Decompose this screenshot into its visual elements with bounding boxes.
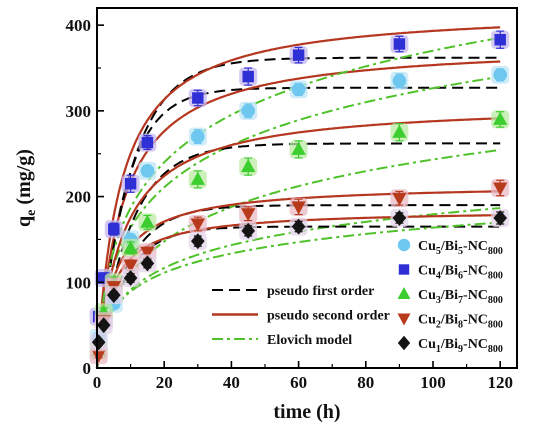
y-tick-label: 400 [66, 16, 92, 35]
legend-model-label: pseudo second order [267, 309, 390, 324]
data-point [392, 124, 407, 138]
legend-series-label: Cu1/Bi9-NC800 [418, 337, 503, 355]
y-tick-label: 200 [66, 188, 92, 207]
data-point [190, 218, 205, 232]
x-tick-label: 120 [487, 373, 513, 392]
data-point [140, 164, 155, 178]
data-point [291, 201, 306, 215]
legend-series-label: Cu2/Bi8-NC800 [418, 313, 503, 331]
data-point [140, 255, 155, 272]
data-point [291, 82, 306, 97]
data-point [123, 270, 138, 286]
x-tick-label: 0 [93, 373, 102, 392]
data-point [140, 246, 155, 260]
x-tick-label: 20 [156, 373, 173, 392]
data-point [494, 33, 506, 46]
data-point [91, 334, 106, 351]
legend-marker [397, 287, 411, 299]
data-point [190, 129, 205, 144]
data-point [493, 182, 508, 196]
data-point [292, 49, 305, 61]
data-point [291, 141, 306, 155]
data-point [123, 259, 138, 273]
data-point [124, 177, 137, 190]
legend-marker [397, 238, 411, 252]
y-tick-label: 0 [83, 359, 92, 378]
data-point [192, 92, 204, 104]
model-curve-solid [95, 60, 501, 369]
data-point [141, 136, 154, 149]
data-point [241, 222, 256, 239]
y-axis-title: qe (mg/g) [13, 149, 39, 227]
data-point [241, 104, 256, 118]
x-tick-label: 100 [420, 373, 446, 392]
data-point [241, 158, 256, 173]
data-point [91, 349, 106, 363]
data-point [190, 233, 205, 250]
legend-marker [398, 264, 410, 275]
legend-series-label: Cu4/Bi6-NC800 [418, 264, 503, 282]
model-curve-dashdot [96, 148, 501, 369]
data-markers [89, 30, 510, 365]
data-point [493, 68, 508, 82]
data-point [392, 74, 407, 88]
legend-model-label: pseudo first order [267, 284, 374, 299]
data-point [190, 171, 205, 185]
data-point [392, 210, 407, 226]
data-point [493, 210, 508, 226]
data-point [140, 214, 155, 228]
legend-marker [397, 313, 411, 326]
legend-series: Cu5/Bi5-NC800 Cu4/Bi6-NC800 Cu3/Bi7-NC800 C… [397, 238, 503, 355]
data-point [98, 272, 110, 284]
model-curve-solid [95, 26, 501, 369]
legend-series-label: Cu5/Bi5-NC800 [418, 239, 503, 257]
y-tick-label: 300 [66, 102, 92, 121]
axis-ticks: 0 20 40 60 80 100 120 0 100 200 300 400 [66, 16, 513, 392]
data-point [96, 317, 111, 334]
data-point [493, 111, 508, 125]
x-axis-title: time (h) [273, 401, 340, 423]
y-tick-label: 100 [66, 273, 92, 292]
data-point [241, 208, 256, 222]
data-point [291, 218, 306, 235]
data-point [106, 287, 121, 304]
legend-series-label: Cu3/Bi7-NC800 [418, 288, 503, 306]
plot-frame [96, 7, 518, 369]
model-curve-dashed [96, 204, 501, 369]
data-point [123, 240, 138, 254]
legend-models: pseudo first order pseudo second order Elo… [212, 284, 390, 348]
data-point [393, 38, 406, 50]
model-curve-solid [95, 117, 501, 369]
legend-marker [397, 335, 411, 351]
legend-model-label: Elovich model [267, 333, 352, 348]
x-tick-label: 80 [357, 373, 374, 392]
data-point [108, 223, 120, 235]
data-point [392, 192, 407, 206]
x-tick-label: 40 [223, 373, 240, 392]
model-curve-dashdot [96, 221, 501, 369]
data-point [242, 70, 254, 83]
model-curve-dashdot [96, 75, 501, 369]
x-tick-label: 60 [290, 373, 307, 392]
